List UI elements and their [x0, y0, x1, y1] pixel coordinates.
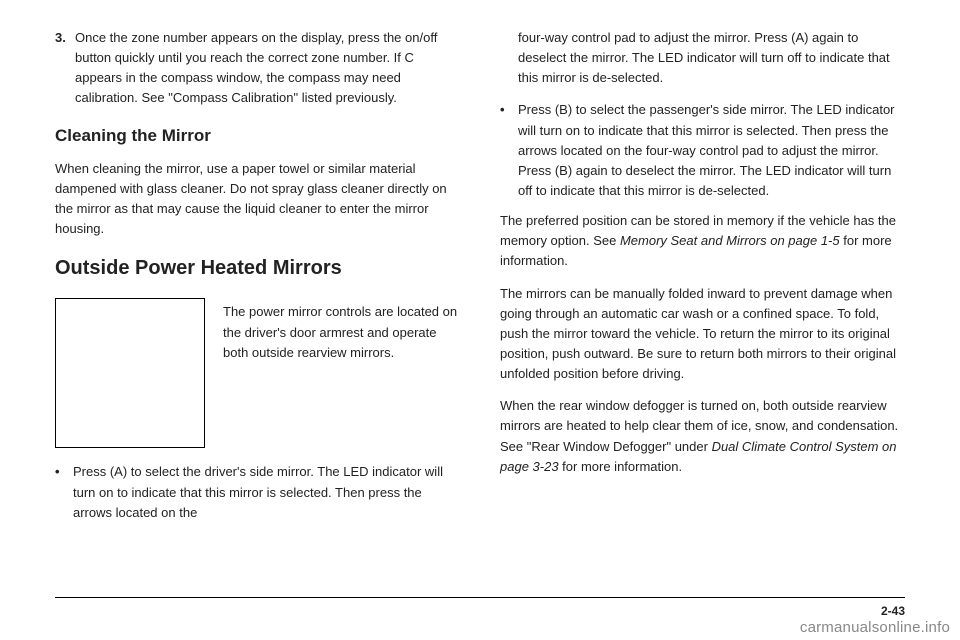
figure-caption: The power mirror controls are located on… — [223, 298, 460, 448]
left-column: 3. Once the zone number appears on the d… — [55, 28, 460, 568]
defogger-paragraph: When the rear window defogger is turned … — [500, 396, 905, 477]
step-number: 3. — [55, 28, 75, 109]
footer-rule — [55, 597, 905, 598]
bullet-a: • Press (A) to select the driver's side … — [55, 462, 460, 522]
memory-paragraph: The preferred position can be stored in … — [500, 211, 905, 271]
p3-b: for more information. — [559, 459, 683, 474]
bullet-a-continued: four-way control pad to adjust the mirro… — [500, 28, 905, 88]
heading-outside-mirrors: Outside Power Heated Mirrors — [55, 253, 460, 284]
bullet-icon: • — [55, 462, 73, 522]
cleaning-paragraph: When cleaning the mirror, use a paper to… — [55, 159, 460, 240]
page-content: 3. Once the zone number appears on the d… — [55, 28, 905, 568]
figure-row: The power mirror controls are located on… — [55, 298, 460, 448]
step-text: Once the zone number appears on the disp… — [75, 28, 460, 109]
bullet-a-text: Press (A) to select the driver's side mi… — [73, 462, 460, 522]
figure-placeholder — [55, 298, 205, 448]
bullet-b: • Press (B) to select the passenger's si… — [500, 100, 905, 201]
heading-cleaning: Cleaning the Mirror — [55, 123, 460, 149]
fold-paragraph: The mirrors can be manually folded inwar… — [500, 284, 905, 385]
step-3: 3. Once the zone number appears on the d… — [55, 28, 460, 109]
page-number: 2-43 — [881, 604, 905, 618]
bullet-icon: • — [500, 100, 518, 201]
right-column: four-way control pad to adjust the mirro… — [500, 28, 905, 568]
watermark: carmanualsonline.info — [800, 619, 950, 636]
p1-ref: Memory Seat and Mirrors on page 1-5 — [620, 233, 840, 248]
bullet-b-text: Press (B) to select the passenger's side… — [518, 100, 905, 201]
